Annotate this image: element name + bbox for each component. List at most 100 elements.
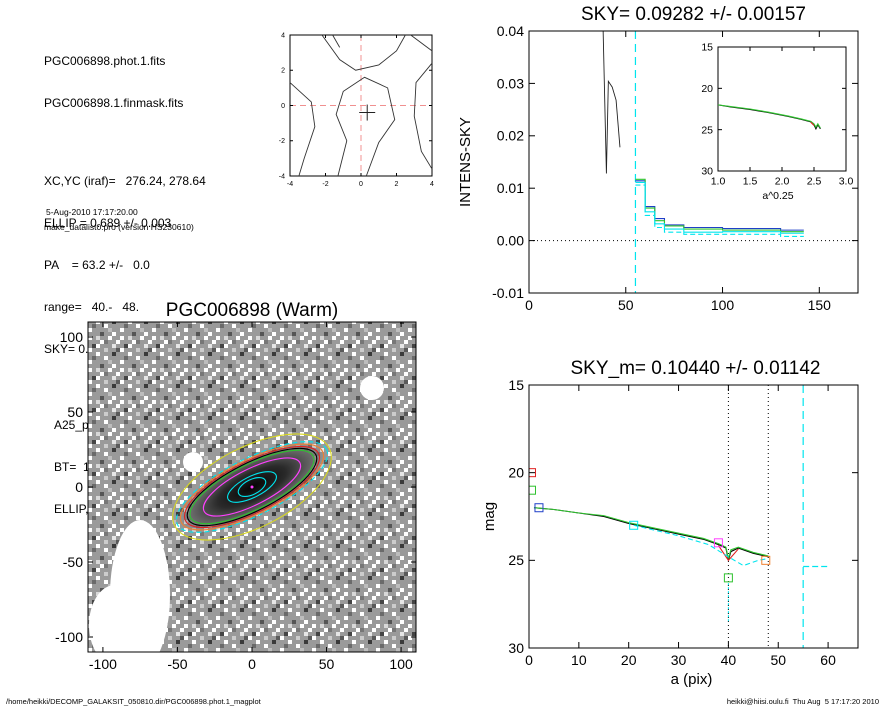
mag-profile-green: [533, 507, 769, 559]
surface-brightness-panel: SKY_m= 0.10440 +/- 0.01142 mag a (pix) 0 10 2…: [481, 358, 859, 688]
contour-panel: -4 -2 0 2 4 -4 -2 0 2 4: [279, 32, 434, 188]
contour-xtick-label: 4: [430, 181, 434, 188]
isophote-ellipse-green: [189, 449, 315, 525]
profile-step-cyan: [635, 184, 804, 237]
inset-line-red: [810, 121, 815, 126]
masked-star-upper-right: [360, 376, 384, 400]
intens-sky-xtick-label: 150: [808, 297, 832, 313]
inset-xlabel: a^0.25: [762, 190, 793, 202]
intens-sky-xtick-label: 100: [711, 297, 735, 313]
isophote-ellipse-cyan: [227, 471, 277, 503]
galaxy-image-panel: PGC006898 (Warm) -100 -50 0 50 100 -100 -50 0 50 1…: [55, 300, 417, 672]
marker-square-orange: [761, 555, 771, 565]
contour-line: [410, 34, 433, 52]
surface-brightness-title: SKY_m= 0.10440 +/- 0.01142: [571, 358, 821, 379]
contour-xtick-label: -4: [287, 181, 293, 188]
contour-line: [335, 76, 396, 177]
sb-ytick-label: 30: [508, 640, 524, 656]
intens-sky-ytick-label: 0.00: [497, 233, 524, 249]
inset-ytick-label: 20: [701, 83, 713, 95]
inset-ytick-label: 30: [701, 166, 713, 178]
inset-xtick-label: 1.5: [743, 176, 758, 188]
footer-user-date: heikki@hiisi.oulu.fi Thu Aug 5 17:17:20 …: [726, 697, 879, 706]
galaxy-center-dot: [250, 485, 254, 489]
marker-square-cyan: [629, 520, 639, 530]
mag-profile-black: [533, 507, 769, 561]
inset-xtick-label: 2.5: [807, 176, 822, 188]
inset-frame: [717, 46, 847, 172]
masked-star-region-lower: [89, 585, 141, 652]
contour-ytick-label: -4: [279, 173, 285, 180]
inset-ytick-label: 15: [701, 42, 713, 54]
contour-xtick-label: 2: [395, 181, 399, 188]
isophote-ellipse-red: [183, 445, 321, 529]
sb-xtick-label: 10: [571, 652, 587, 668]
footer-path: /home/heikki/DECOMP_GALAKSIT_050810.dir/…: [6, 697, 261, 706]
galaxy-xtick-label: -100: [89, 656, 117, 672]
contour-ytick-label: 4: [281, 32, 285, 39]
program-version: make_datalist0.pro (version HS230610): [44, 222, 194, 232]
marker-square-red: [529, 468, 536, 478]
surface-brightness-xlabel: a (pix): [671, 671, 713, 688]
profile-step-blue: [635, 180, 804, 231]
intens-sky-ytick-label: 0.02: [497, 128, 524, 144]
galaxy-ytick-label: 100: [60, 329, 84, 345]
sb-ytick-label: 20: [508, 465, 524, 481]
isophote-ellipse-black: [186, 447, 318, 527]
inset-ytick-label: 25: [701, 124, 713, 136]
galaxy-ytick-label: 50: [67, 404, 83, 420]
isophote-ellipse-yellow: [172, 433, 332, 541]
galaxy-xtick-label: -50: [167, 656, 187, 672]
galaxy-xtick-label: 50: [319, 656, 335, 672]
intens-sky-plot-area: [529, 31, 858, 293]
contour-ytick-label: -2: [279, 138, 285, 145]
inner-profile-line: [602, 31, 621, 174]
contour-ytick-label: 2: [281, 68, 285, 75]
galaxy-image-title: PGC006898 (Warm): [166, 300, 338, 321]
inset-xtick-label: 2.0: [775, 176, 790, 188]
intens-sky-xtick-label: 50: [618, 297, 634, 313]
mag-profile-red: [717, 545, 739, 562]
run-date: 5-Aug-2010 17:17:20.00: [46, 207, 138, 217]
contour-ytick-label: 0: [281, 103, 285, 110]
file-mask: PGC006898.1.finmask.fits: [44, 96, 184, 110]
galaxy-image-area: [88, 322, 416, 652]
contour-line: [321, 34, 406, 71]
marker-square-green: [723, 573, 733, 583]
sb-ytick-label: 25: [508, 552, 524, 568]
marker-square-magenta: [713, 538, 723, 548]
sb-xtick-label: 60: [820, 652, 836, 668]
masked-star-small: [183, 452, 203, 472]
contour-line: [413, 62, 433, 170]
contour-xtick-label: 0: [359, 181, 363, 188]
inset-line-green: [717, 104, 821, 129]
intens-sky-xtick-label: 0: [525, 297, 533, 313]
file-phot: PGC006898.phot.1.fits: [44, 54, 166, 68]
isophote-ellipse-cyan: [175, 441, 329, 533]
sb-xtick-label: 30: [671, 652, 687, 668]
isophote-ellipse-cyan: [237, 476, 267, 498]
marker-square-green: [529, 485, 536, 495]
inset-xtick-label: 1.0: [711, 176, 726, 188]
sb-xtick-label: 40: [721, 652, 737, 668]
sb-xtick-label: 0: [525, 652, 533, 668]
range-value: range= 40.- 48.: [44, 300, 140, 314]
intens-sky-ytick-label: 0.01: [497, 180, 524, 196]
surface-brightness-ylabel: mag: [481, 502, 498, 531]
contour-xtick-label: -2: [322, 181, 328, 188]
mag-profile-cyan: [633, 524, 769, 567]
sb-xtick-label: 20: [621, 652, 637, 668]
intens-sky-panel: SKY= 0.09282 +/- 0.00157 INTENS-SKY 0 50 100…: [457, 4, 859, 313]
galaxy-xtick-label: 0: [248, 656, 256, 672]
galaxy-ytick-label: -50: [63, 554, 83, 570]
isophote-ellipse-orange: [179, 443, 325, 531]
galaxy-ytick-label: 0: [75, 479, 83, 495]
sb-ytick-label: 15: [508, 377, 524, 393]
isophote-ellipse-magenta: [202, 457, 302, 517]
pa-value: PA = 63.2 +/- 0.0: [44, 258, 150, 272]
profile-step-green: [635, 178, 804, 233]
surface-brightness-plot-area: [529, 385, 829, 648]
inset-xtick-label: 3.0: [839, 176, 854, 188]
intens-sky-ytick-label: 0.04: [497, 23, 524, 39]
